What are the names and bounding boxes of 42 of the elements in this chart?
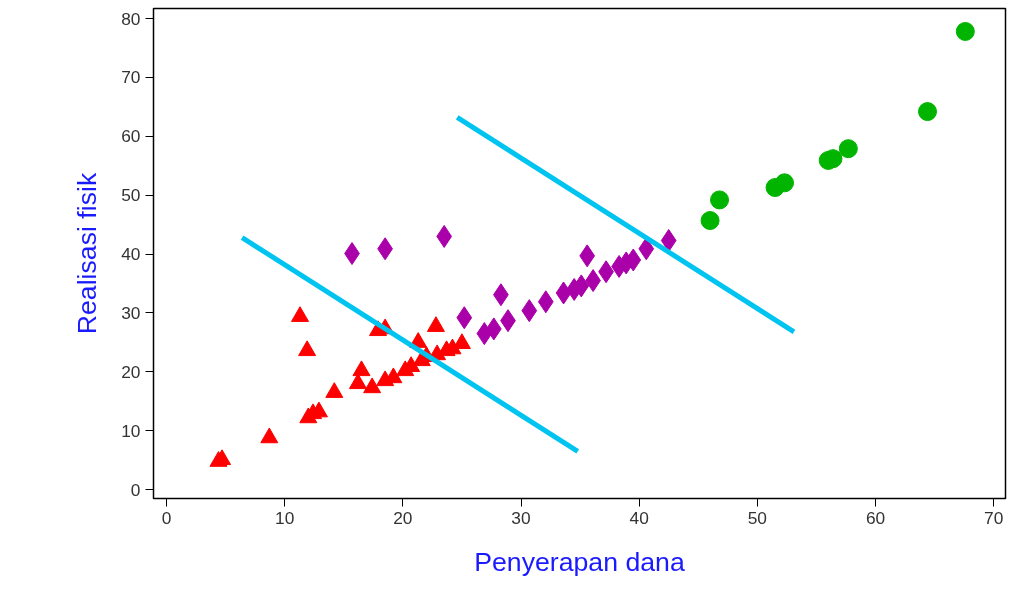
point [485,317,502,341]
point [775,173,795,193]
y-tick-label: 80 [121,8,141,29]
x-tick-label: 30 [511,507,531,528]
x-axis-title: Penyerapan dana [474,546,685,577]
point [579,244,596,268]
y-tick-label: 70 [121,67,141,88]
point [660,229,677,253]
x-tick-label: 10 [275,507,295,528]
y-tick-label: 10 [121,420,141,441]
point [298,340,317,357]
y-tick-label: 60 [121,126,141,147]
x-tick-label: 50 [747,507,767,528]
point [638,237,655,261]
y-tick-label: 50 [121,185,141,206]
point [555,281,572,305]
x-tick-label: 40 [629,507,649,528]
point [426,316,445,332]
point [291,306,310,322]
point [260,427,279,444]
point [537,290,554,314]
y-axis-title: Realisasi fisik [72,172,103,335]
point [456,306,473,330]
x-tick-label: 60 [865,507,886,528]
point [838,139,858,159]
x-tick-label: 20 [393,507,413,528]
point [710,190,730,210]
point [352,360,371,377]
y-tick-label: 30 [121,302,141,323]
point [918,102,938,122]
point [436,224,453,248]
point [325,382,344,398]
x-tick-label: 70 [984,507,1004,528]
y-tick-label: 40 [121,244,141,265]
point [573,274,590,298]
y-tick-label: 0 [130,479,141,500]
point [348,373,367,390]
point [363,377,382,394]
x-tick-label: 0 [161,507,172,528]
y-tick-label: 20 [121,361,141,382]
point [521,299,538,323]
point [700,211,720,230]
